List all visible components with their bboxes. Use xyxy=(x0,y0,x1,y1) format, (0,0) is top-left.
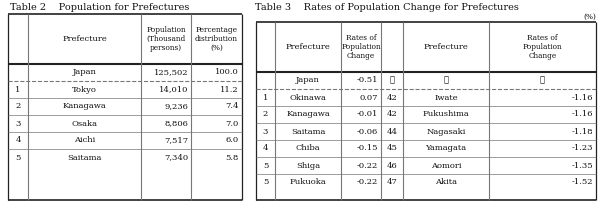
Text: -1.16: -1.16 xyxy=(571,93,593,101)
Text: Saitama: Saitama xyxy=(67,154,101,161)
Text: 7.4: 7.4 xyxy=(226,102,239,110)
Text: Prefecture: Prefecture xyxy=(286,43,331,51)
Text: 45: 45 xyxy=(386,144,397,152)
Text: Population
(Thousand
persons): Population (Thousand persons) xyxy=(146,26,186,52)
Text: Rates of
Population
Change: Rates of Population Change xyxy=(523,34,562,60)
Text: 2: 2 xyxy=(263,110,268,118)
Text: Osaka: Osaka xyxy=(71,119,97,127)
Text: 44: 44 xyxy=(386,127,398,135)
Text: 5: 5 xyxy=(263,178,268,186)
Text: 8,806: 8,806 xyxy=(164,119,188,127)
Text: -0.22: -0.22 xyxy=(357,178,378,186)
Text: 1: 1 xyxy=(263,93,268,101)
Text: Fukushima: Fukushima xyxy=(422,110,469,118)
Text: Okinawa: Okinawa xyxy=(290,93,326,101)
Text: -1.52: -1.52 xyxy=(571,178,593,186)
Text: ∶: ∶ xyxy=(443,76,449,84)
Text: 5: 5 xyxy=(263,161,268,169)
Text: Fukuoka: Fukuoka xyxy=(290,178,326,186)
Text: Akita: Akita xyxy=(435,178,457,186)
Text: Kanagawa: Kanagawa xyxy=(62,102,106,110)
Text: 5: 5 xyxy=(16,154,20,161)
Text: 11.2: 11.2 xyxy=(220,85,239,93)
Text: 5.8: 5.8 xyxy=(226,154,239,161)
Text: (%): (%) xyxy=(583,13,596,21)
Text: Table 3    Rates of Population Change for Prefectures: Table 3 Rates of Population Change for P… xyxy=(255,3,519,12)
Text: Aomori: Aomori xyxy=(431,161,461,169)
Text: 42: 42 xyxy=(386,93,397,101)
Text: Prefecture: Prefecture xyxy=(424,43,469,51)
Text: Shiga: Shiga xyxy=(296,161,320,169)
Text: 3: 3 xyxy=(263,127,268,135)
Text: -1.23: -1.23 xyxy=(571,144,593,152)
Text: -0.22: -0.22 xyxy=(357,161,378,169)
Text: -0.15: -0.15 xyxy=(356,144,378,152)
Text: ∶: ∶ xyxy=(540,76,545,84)
Text: 42: 42 xyxy=(386,110,397,118)
Text: Kanagawa: Kanagawa xyxy=(286,110,330,118)
Text: -0.01: -0.01 xyxy=(356,110,378,118)
Text: ∶: ∶ xyxy=(389,76,395,84)
Text: 4: 4 xyxy=(15,136,21,144)
Text: Iwate: Iwate xyxy=(434,93,458,101)
Text: 7.0: 7.0 xyxy=(226,119,239,127)
Text: 2: 2 xyxy=(16,102,20,110)
Text: -1.18: -1.18 xyxy=(571,127,593,135)
Text: 14,010: 14,010 xyxy=(158,85,188,93)
Text: 47: 47 xyxy=(386,178,397,186)
Text: 46: 46 xyxy=(386,161,397,169)
Text: Nagasaki: Nagasaki xyxy=(427,127,466,135)
Text: Chiba: Chiba xyxy=(296,144,320,152)
Text: -1.16: -1.16 xyxy=(571,110,593,118)
Text: 1: 1 xyxy=(16,85,20,93)
Text: Percentage
distribution
(%): Percentage distribution (%) xyxy=(195,26,238,52)
Text: Aichi: Aichi xyxy=(74,136,95,144)
Text: -1.35: -1.35 xyxy=(571,161,593,169)
Text: Japan: Japan xyxy=(296,76,320,84)
Text: Japan: Japan xyxy=(73,68,97,76)
Text: 4: 4 xyxy=(263,144,268,152)
Text: 6.0: 6.0 xyxy=(226,136,239,144)
Text: 125,502: 125,502 xyxy=(154,68,188,76)
Text: 0.07: 0.07 xyxy=(359,93,378,101)
Text: Rates of
Population
Change: Rates of Population Change xyxy=(341,34,381,60)
Text: Table 2    Population for Prefectures: Table 2 Population for Prefectures xyxy=(10,3,190,12)
Text: 7,517: 7,517 xyxy=(164,136,188,144)
Text: 3: 3 xyxy=(16,119,20,127)
Text: Saitama: Saitama xyxy=(291,127,325,135)
Text: 7,340: 7,340 xyxy=(164,154,188,161)
Text: -0.06: -0.06 xyxy=(357,127,378,135)
Text: Yamagata: Yamagata xyxy=(425,144,467,152)
Text: 9,236: 9,236 xyxy=(164,102,188,110)
Text: -0.51: -0.51 xyxy=(356,76,378,84)
Text: Tokyo: Tokyo xyxy=(72,85,97,93)
Text: 100.0: 100.0 xyxy=(215,68,239,76)
Text: Prefecture: Prefecture xyxy=(62,35,107,43)
